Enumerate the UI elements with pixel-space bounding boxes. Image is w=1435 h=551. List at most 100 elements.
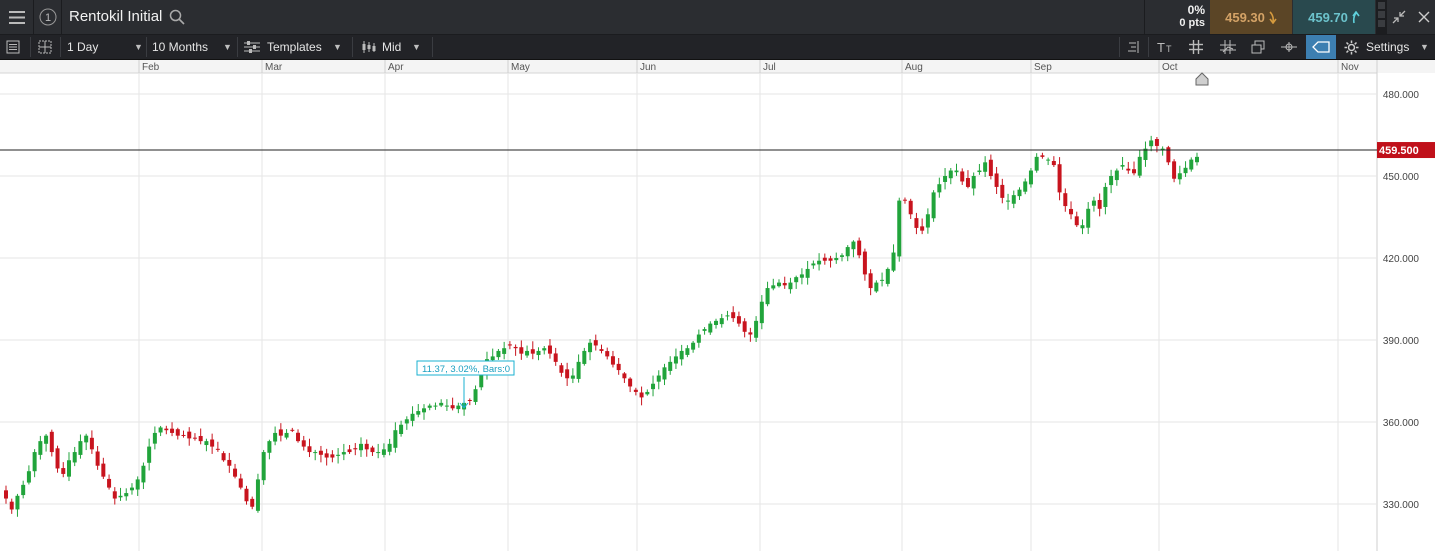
window-grip[interactable] [1376, 0, 1387, 34]
search-icon[interactable] [169, 9, 185, 25]
candle-body [582, 350, 587, 364]
candle-body [736, 316, 741, 324]
candle-body [255, 479, 260, 511]
chevron-down-icon: ▼ [223, 42, 232, 52]
candle-body [1109, 176, 1114, 186]
candle-body [988, 159, 993, 176]
crosshair-grid-button[interactable] [1220, 35, 1236, 59]
candle-body [387, 443, 392, 452]
candle-body [1195, 156, 1199, 163]
buy-button[interactable]: 459.70 [1293, 0, 1375, 34]
menu-button[interactable] [0, 0, 33, 34]
candle-body [891, 252, 896, 271]
candle-body [805, 268, 810, 278]
price-type-select[interactable]: Mid ▼ [361, 35, 427, 59]
candle-body [496, 350, 501, 358]
settings-label: Settings [1366, 40, 1410, 54]
info-button[interactable]: 1 [34, 0, 61, 34]
home-marker-icon [1195, 72, 1209, 86]
chevron-down-icon: ▼ [134, 42, 143, 52]
candle-body [1120, 165, 1125, 167]
list-view-button[interactable] [6, 35, 20, 59]
candle-body [336, 454, 341, 456]
candle-body [1183, 167, 1188, 174]
list-icon [6, 40, 20, 54]
candle-body [1017, 189, 1022, 197]
sell-price: 459.30 [1225, 9, 1265, 25]
candle-body [192, 437, 197, 439]
tag-icon [1312, 41, 1330, 53]
candle-body [15, 495, 20, 510]
candle-body [874, 282, 879, 292]
templates-button[interactable]: Templates ▼ [244, 35, 346, 59]
candle-body [181, 434, 186, 436]
settings-button[interactable]: Settings ▼ [1344, 35, 1429, 59]
candle-body [1143, 148, 1148, 160]
candle-body [49, 431, 54, 453]
candle-body [38, 441, 43, 455]
candle-body [714, 320, 719, 326]
candle-body [902, 199, 907, 201]
candle-body [135, 479, 140, 490]
candle-body [765, 288, 770, 305]
candle-body [376, 452, 381, 454]
candle-body [547, 345, 552, 354]
windows-button[interactable] [1251, 35, 1265, 59]
candlestick-icon [362, 41, 376, 53]
candle-body [152, 432, 157, 444]
grid-button[interactable] [1189, 35, 1203, 59]
candle-body [359, 443, 364, 451]
candle-body [599, 349, 604, 351]
minimize-button[interactable] [1388, 0, 1410, 34]
candle-body [651, 383, 656, 390]
candle-body [679, 350, 684, 360]
candle-body [124, 493, 129, 497]
candle-body [364, 443, 369, 450]
buy-price: 459.70 [1308, 9, 1348, 25]
candle-body [616, 363, 621, 371]
drawing-tool-button[interactable] [1281, 35, 1297, 59]
measure-label: 11.37, 3.02%, Bars:0 [422, 364, 510, 375]
candle-body [759, 301, 764, 324]
candle-body [542, 348, 547, 351]
candle-body [994, 173, 999, 187]
close-button[interactable] [1413, 0, 1435, 34]
candle-body [341, 452, 346, 455]
candle-body [1149, 140, 1154, 147]
price-chart[interactable]: Feb Mar Apr May Jun Jul Aug Sep Oct Nov 480.00045… [0, 60, 1435, 551]
range-select[interactable]: 10 Months ▼ [152, 35, 232, 59]
candle-body [233, 468, 238, 477]
indicator-list-button[interactable] [1126, 35, 1140, 59]
candle-body [754, 320, 759, 338]
candle-body [450, 405, 455, 409]
layout-grid-icon [38, 40, 52, 54]
layout-button[interactable] [38, 35, 52, 59]
candle-body [576, 361, 581, 379]
candle-body [444, 405, 449, 407]
candle-body [89, 437, 94, 450]
candle-body [490, 356, 495, 361]
candle-body [897, 200, 902, 257]
candle-body [1011, 195, 1016, 204]
candle-body [691, 342, 696, 350]
candle-body [742, 321, 747, 332]
candle-body [381, 449, 386, 455]
candlestick-series [4, 135, 1199, 517]
candle-body [1172, 161, 1177, 179]
candle-body [696, 334, 701, 343]
interval-select[interactable]: 1 Day ▼ [67, 35, 145, 59]
candle-body [399, 424, 404, 435]
candle-body [187, 431, 192, 439]
candle-body [244, 488, 249, 502]
windows-icon [1251, 40, 1265, 54]
tag-tool-button[interactable] [1306, 35, 1336, 59]
candle-body [1000, 184, 1005, 198]
sell-button[interactable]: 459.30 [1210, 0, 1292, 34]
candle-body [1023, 181, 1028, 192]
collapse-icon [1392, 10, 1406, 24]
candle-body [1177, 173, 1182, 180]
candle-body [118, 495, 123, 498]
candle-body [1137, 156, 1142, 176]
